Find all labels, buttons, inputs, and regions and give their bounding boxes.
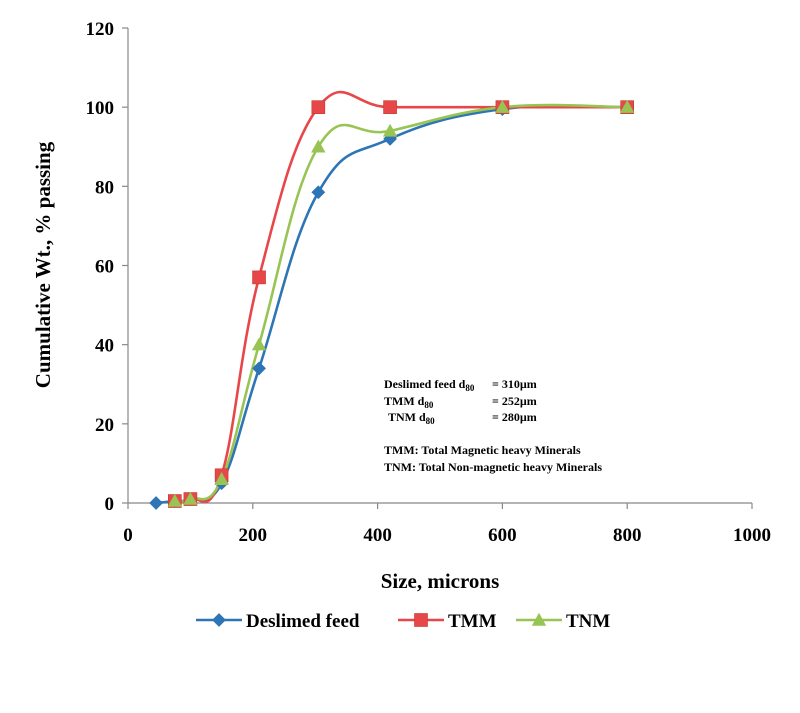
y-tick-label: 20	[95, 415, 114, 436]
data-point-tmm	[311, 100, 326, 114]
ticks: 0 20 40 60 80 100 120 0 200 400 600 800 1000	[86, 19, 772, 546]
x-tick-label: 0	[123, 525, 133, 546]
legend-swatch-marker	[414, 613, 428, 627]
deslimed-d80-note: Deslimed feed d80 = 310µm	[384, 377, 537, 393]
x-tick-label: 600	[488, 525, 517, 546]
data-point-tmm	[383, 100, 397, 114]
legend-label: TMM	[448, 611, 497, 632]
series-tmm	[174, 90, 628, 504]
tnm-d80-sub: 80	[426, 416, 436, 426]
tmm-d80-note: TMM d80 = 252µm	[384, 394, 537, 410]
legend-item-deslimed-feed: Deslimed feed	[196, 611, 360, 632]
legend-item-tnm: TNM	[516, 611, 610, 632]
deslimed-d80-prefix: Deslimed feed d	[384, 377, 466, 391]
series-line-tmm	[174, 90, 628, 504]
y-tick-label: 60	[95, 257, 114, 278]
data-point-tnm	[167, 493, 182, 507]
y-tick-label: 80	[95, 177, 114, 198]
legend: Deslimed feed TMM TNM	[196, 611, 610, 632]
y-tick-label: 40	[95, 336, 114, 357]
annotation-block: Deslimed feed d80 = 310µm TMM d80 = 252µm …	[384, 377, 602, 474]
legend-swatch-marker	[531, 612, 547, 626]
data-point-tnm	[382, 123, 398, 137]
data-point-tnm	[311, 139, 326, 153]
x-tick-label: 400	[363, 525, 392, 546]
data-point-tnm	[620, 99, 635, 113]
tmm-definition: TMM: Total Magnetic heavy Minerals	[384, 443, 581, 457]
tnm-d80-note: TNM d80 = 280µm	[388, 410, 537, 426]
tmm-d80-value: = 252µm	[492, 394, 537, 408]
x-tick-label: 800	[613, 525, 642, 546]
y-tick-label: 100	[86, 98, 115, 119]
deslimed-d80-sub: 80	[465, 383, 475, 393]
legend-swatch-marker	[212, 613, 226, 627]
tnm-d80-value: = 280µm	[492, 410, 537, 424]
data-point-deslimed-feed	[311, 185, 326, 200]
tnm-d80-prefix: TNM d	[388, 410, 426, 424]
series-layer	[149, 90, 635, 510]
y-tick-label: 120	[86, 19, 115, 40]
y-tick-label: 0	[105, 494, 115, 515]
tmm-d80-prefix: TMM d	[384, 394, 425, 408]
data-point-tnm	[495, 99, 510, 113]
x-tick-label: 200	[239, 525, 268, 546]
tmm-d80-sub: 80	[424, 400, 434, 410]
legend-label: TNM	[566, 611, 610, 632]
y-axis-title: Cumulative Wt., % passing	[31, 141, 55, 388]
data-point-deslimed-feed	[149, 496, 163, 510]
legend-label: Deslimed feed	[246, 611, 360, 632]
data-point-tmm	[252, 270, 266, 285]
data-point-deslimed-feed	[252, 361, 266, 376]
tnm-definition: TNM: Total Non-magnetic heavy Minerals	[384, 460, 602, 474]
x-tick-label: 1000	[733, 525, 771, 546]
data-point-tnm	[183, 491, 198, 505]
series-points-tnm	[167, 99, 635, 507]
data-point-tnm	[214, 472, 229, 486]
legend-item-tmm: TMM	[398, 611, 497, 632]
x-axis-title: Size, microns	[381, 569, 500, 593]
data-point-tnm	[251, 337, 267, 351]
deslimed-d80-value: = 310µm	[492, 377, 537, 391]
